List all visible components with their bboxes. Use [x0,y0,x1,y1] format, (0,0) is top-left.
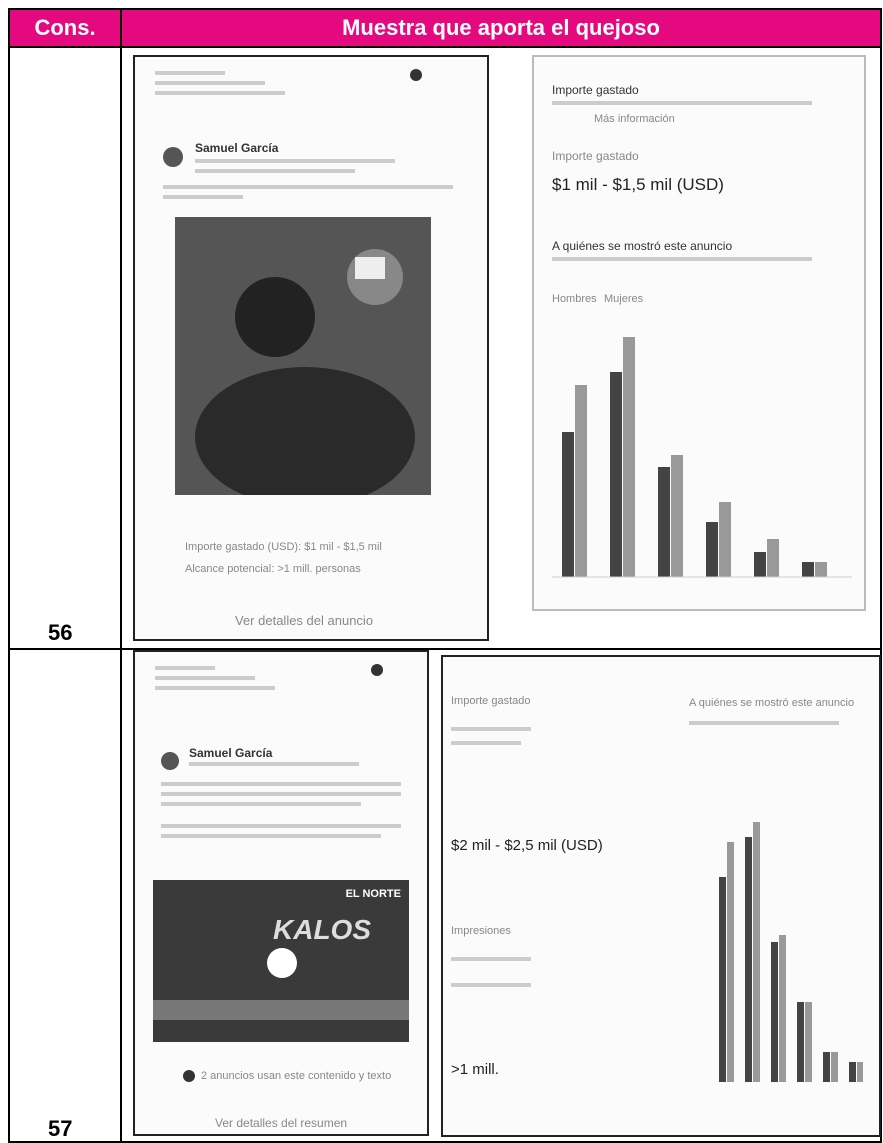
spend-value: $1 mil - $1,5 mil (USD) [552,175,724,194]
tab[interactable]: Hombres [552,293,597,305]
stats-screenshot: Importe gastado Más información Importe … [532,55,866,611]
spend-label: Importe gastado [552,149,639,163]
link[interactable]: Ver detalles del resumen [215,1116,348,1130]
author: Samuel García [195,141,279,155]
banner: EL NORTE [345,888,401,900]
audience-title: A quiénes se mostró este anuncio [552,239,733,253]
ad-screenshot: Samuel García EL NORTE KALOS 2 anuncios … [133,650,429,1136]
row-number: 56 [48,620,73,645]
spend-value: $2 mil - $2,5 mil (USD) [451,837,603,854]
spend-label: Importe gastado [451,695,531,707]
shared-count[interactable]: 2 anuncios usan este contenido y texto [201,1070,392,1082]
stats-title: Importe gastado [552,83,639,97]
header-sample: Muestra que aporta el quejoso [120,8,882,48]
header-cons: Cons. [8,8,122,48]
sign: KALOS [273,914,371,945]
row-number: 57 [48,1116,73,1141]
cell [8,648,122,1143]
link[interactable]: Ver detalles del anuncio [235,613,374,628]
photo [175,217,431,495]
more-info[interactable]: Más información [594,113,675,125]
author: Samuel García [189,746,273,760]
video-thumbnail: EL NORTE KALOS [153,880,409,1042]
audience-title: A quiénes se mostró este anuncio [689,697,855,709]
stats-screenshot: Importe gastado $2 mil - $2,5 mil (USD) … [441,655,881,1137]
reach: Alcance potencial: >1 mill. personas [185,563,361,575]
reach-value: >1 mill. [451,1061,499,1078]
chart-image [719,822,863,1082]
ad-screenshot: Samuel García Importe gastado (USD): $1 … [133,55,489,641]
chart-image [552,337,852,578]
tab[interactable]: Mujeres [604,293,644,305]
impressions-label: Impresiones [451,925,511,937]
spend: Importe gastado (USD): $1 mil - $1,5 mil [185,541,382,553]
cell [8,46,122,650]
